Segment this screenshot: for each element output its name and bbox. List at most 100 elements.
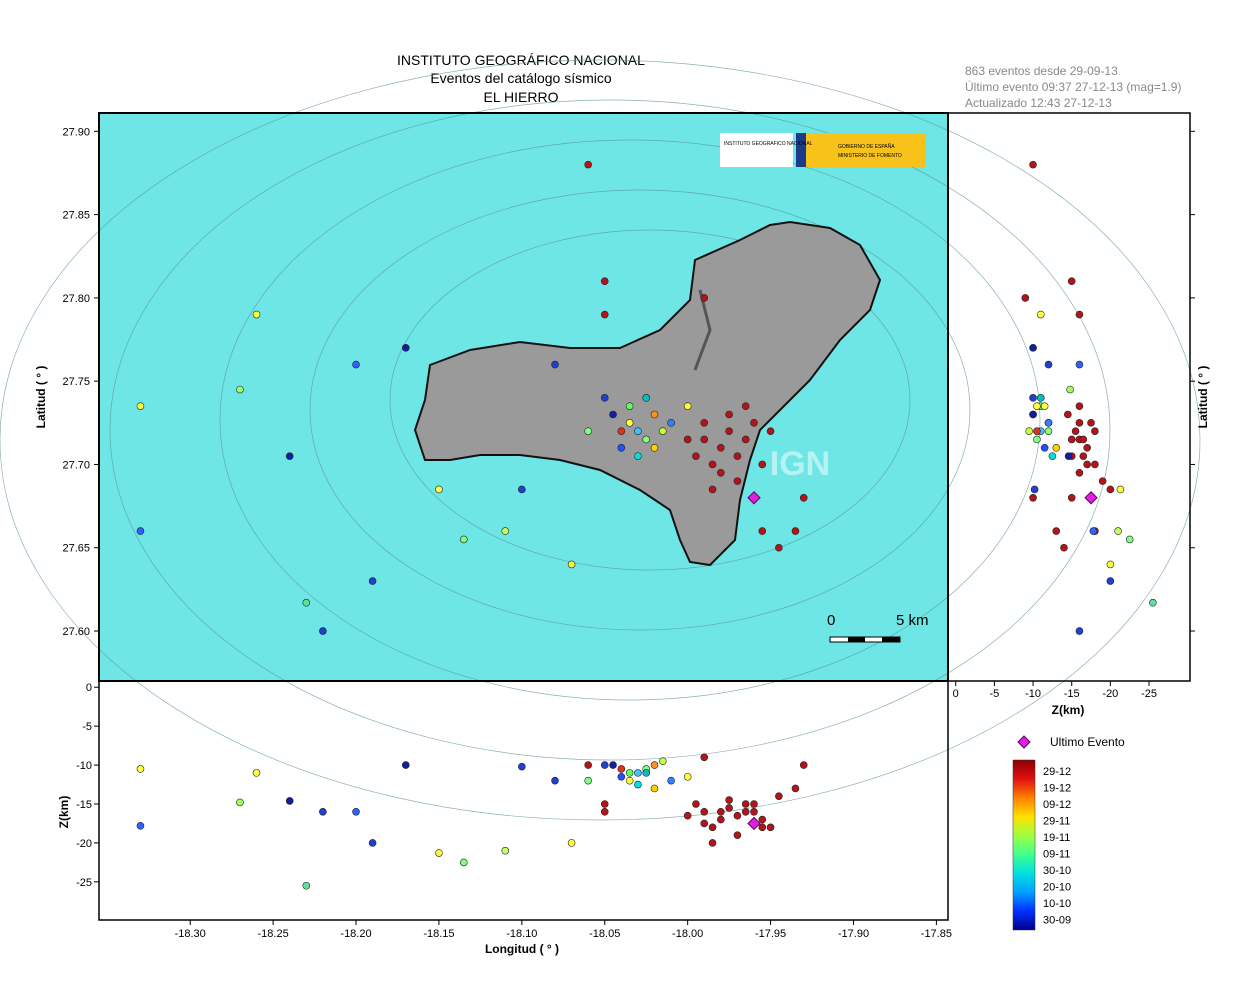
event-depth-lon — [642, 769, 651, 777]
event-map — [733, 452, 742, 460]
event-depth-lat — [1044, 419, 1053, 427]
scale-label: 5 km — [896, 612, 929, 629]
event-depth-lon — [758, 823, 767, 832]
event-depth-lat — [1067, 493, 1076, 502]
title-line: INSTITUTO GEOGRÁFICO NACIONAL — [397, 52, 645, 68]
colorbar-label: 09-11 — [1043, 849, 1070, 861]
event-map — [584, 427, 592, 435]
event-depth-lat — [1025, 427, 1033, 435]
event-depth-lat — [1106, 485, 1115, 494]
event-map — [600, 277, 609, 286]
event-depth-lat — [1089, 527, 1098, 535]
event-map — [725, 427, 733, 435]
scale-label: 0 — [827, 612, 835, 629]
y-tick-label: 27.60 — [62, 626, 90, 638]
map-background — [0, 59, 1201, 821]
event-map — [609, 410, 617, 419]
y-tick-label: 0 — [86, 682, 92, 694]
event-depth-lon — [667, 776, 675, 785]
x-tick-label: -5 — [989, 688, 999, 700]
event-map — [518, 485, 526, 494]
y-tick-label: -15 — [76, 799, 92, 811]
event-depth-lat — [1060, 543, 1068, 552]
event-depth-lat — [1029, 344, 1037, 352]
event-depth-lon — [236, 798, 244, 807]
event-depth-lat — [1044, 427, 1053, 435]
event-depth-lon — [708, 839, 717, 847]
y-tick-label: 27.80 — [62, 293, 90, 305]
event-depth-lat — [1075, 310, 1084, 319]
event-map — [683, 435, 692, 444]
colorbar-label: 09-12 — [1043, 799, 1071, 811]
event-map — [708, 485, 717, 494]
event-depth-lat — [1075, 419, 1084, 427]
event-map — [136, 402, 145, 410]
colorbar-label: 19-11 — [1043, 832, 1070, 844]
x-axis-label: Longitud ( ° ) — [485, 942, 559, 956]
event-map — [285, 452, 294, 460]
event-map — [617, 427, 626, 435]
event-depth-lon — [567, 839, 576, 847]
x-axis-label: Z(km) — [1052, 703, 1085, 717]
event-depth-lon — [799, 761, 808, 769]
event-map — [725, 410, 733, 419]
event-depth-lon — [725, 804, 733, 812]
event-map — [650, 444, 659, 452]
y-tick-label: -5 — [82, 721, 92, 733]
event-depth-lon — [658, 757, 667, 765]
event-depth-lon — [733, 831, 742, 839]
x-tick-label: -17.90 — [838, 928, 869, 940]
colorbar-label: 30-09 — [1043, 915, 1071, 927]
event-map — [625, 402, 634, 410]
event-depth-lon — [625, 769, 634, 777]
event-depth-lon — [750, 800, 758, 808]
event-depth-lon — [634, 780, 642, 789]
event-map — [650, 410, 659, 419]
event-map — [252, 310, 261, 319]
x-tick-label: -18.05 — [589, 928, 620, 940]
last-event — [747, 491, 761, 505]
event-depth-lon — [791, 784, 800, 793]
event-map — [791, 527, 800, 535]
event-depth-lon — [136, 765, 145, 773]
event-depth-lon — [741, 800, 750, 808]
title-line: EL HIERRO — [484, 89, 559, 105]
event-map — [700, 294, 709, 302]
info-line: Último evento 09:37 27-12-13 (mag=1.9) — [965, 79, 1181, 94]
event-depth-lon — [725, 796, 733, 804]
event-depth-lon — [758, 815, 767, 824]
event-depth-lon — [584, 776, 592, 785]
event-map — [642, 394, 651, 402]
event-map — [766, 427, 775, 435]
x-tick-label: -10 — [1025, 688, 1041, 700]
event-map — [567, 560, 576, 569]
event-depth-lon — [775, 792, 783, 801]
event-depth-lat — [1149, 598, 1157, 607]
y-axis-label: Z(km) — [57, 796, 71, 829]
event-depth-lat — [1036, 310, 1045, 319]
x-tick-label: -18.10 — [506, 928, 537, 940]
event-depth-lon — [700, 753, 709, 762]
event-map — [236, 385, 244, 394]
depth-lon-frame — [98, 680, 949, 921]
y-tick-label: 27.75 — [62, 376, 90, 388]
event-map — [733, 477, 742, 485]
event-depth-lon — [551, 776, 559, 785]
colorbar — [1012, 759, 1036, 931]
event-depth-lon — [741, 807, 750, 816]
event-depth-lat — [1029, 410, 1037, 419]
y-tick-label: -25 — [76, 877, 92, 889]
event-depth-lon — [460, 858, 468, 867]
x-tick-label: 0 — [953, 688, 959, 700]
event-depth-lat — [1075, 627, 1084, 635]
event-map — [700, 419, 709, 427]
event-depth-lat — [1021, 294, 1030, 302]
colorbar-label: 29-12 — [1043, 766, 1071, 778]
event-depth-lon — [750, 807, 758, 816]
y-tick-label: -10 — [76, 760, 92, 772]
event-map — [758, 527, 767, 535]
event-depth-lat — [1029, 160, 1037, 169]
event-map — [501, 527, 510, 535]
event-depth-lon — [136, 822, 145, 830]
event-depth-lon — [683, 772, 692, 781]
